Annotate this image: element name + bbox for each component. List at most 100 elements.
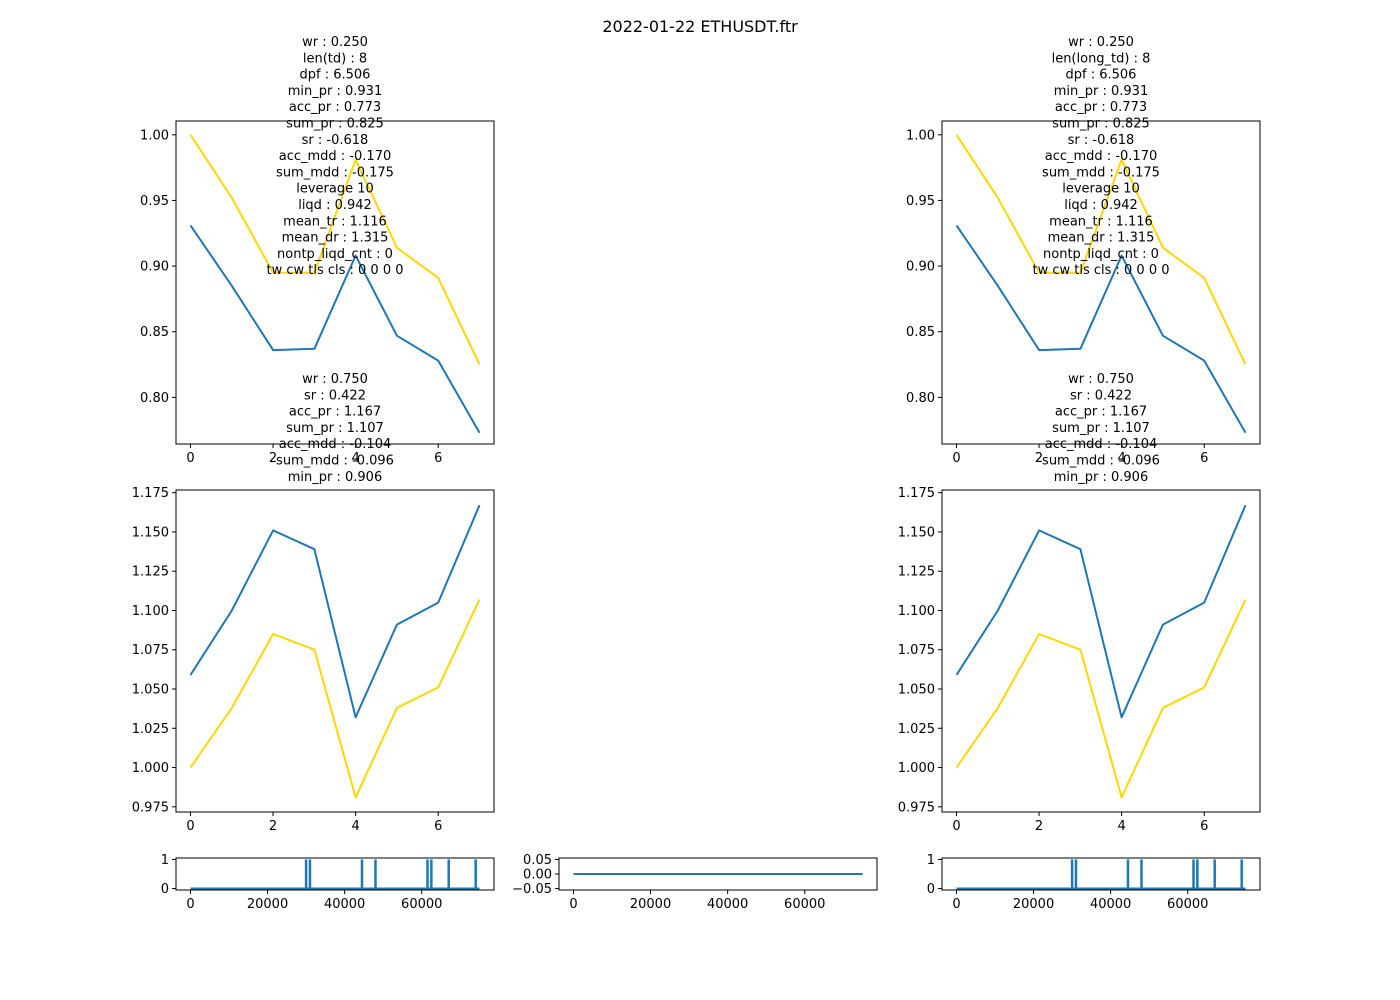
x-tick-label: 2 [1035,819,1043,834]
y-tick-label: 0.90 [906,260,935,275]
series-line-blue [189,224,481,434]
stat-annotation: wr : 0.750 [302,372,368,387]
stat-annotation: dpf : 6.506 [1066,68,1137,83]
stat-annotation: sum_pr : 1.107 [286,421,384,436]
axes-frame [175,857,495,891]
stat-annotation: wr : 0.250 [302,35,368,50]
y-tick-label: 0.90 [140,260,169,275]
stat-annotation: acc_mdd : -0.170 [279,149,391,164]
subplot-bottom-left: 0 20000 40000 60000 0 1 [161,853,495,912]
x-tick-label: 20000 [247,897,288,912]
x-tick-label: 0 [186,819,194,834]
stat-annotation: sum_mdd : -0.175 [276,165,394,180]
y-tick-label: 1.100 [132,604,169,619]
y-tick-label: 1.025 [132,722,169,737]
x-tick-label: 2 [269,819,277,834]
stat-annotation: tw cw tls cls : 0 0 0 0 [1032,263,1169,278]
y-tick-label: 0.00 [523,868,552,883]
x-tick-label: 40000 [1090,897,1131,912]
y-tick-label: 1.125 [898,565,935,580]
y-tick-label: 0.85 [140,325,169,340]
y-tick-label: 0.975 [132,800,169,815]
y-tick-label: 0.80 [906,391,935,406]
x-tick-label: 60000 [1167,897,1208,912]
series-line-blue [955,504,1247,719]
stat-annotation: acc_pr : 1.167 [1055,405,1147,420]
x-tick-label: 60000 [401,897,442,912]
y-tick-label: −0.05 [512,882,552,897]
stat-annotation: sr : -0.618 [1068,133,1135,148]
y-tick-label: 1.075 [898,643,935,658]
x-tick-label: 60000 [784,897,825,912]
series-line-gold [189,134,481,366]
stat-annotation: acc_mdd : -0.170 [1045,149,1157,164]
x-tick-label: 0 [186,451,194,466]
series-line-gold [955,134,1247,366]
stat-annotation: min_pr : 0.906 [288,470,382,485]
axes-frame [175,489,495,813]
stat-annotation: liqd : 0.942 [1064,198,1138,213]
stat-annotation: sr : 0.422 [304,388,366,403]
stat-annotation: mean_dr : 1.315 [282,231,389,246]
subplot-top-left: 0 2 4 6 0.80 0.85 0.90 0.95 1.00 wr : 0.250len(td… [140,35,495,466]
subplot-top-right: 0 2 4 6 0.80 0.85 0.90 0.95 1.00 wr : 0.250len(lo… [906,35,1261,466]
x-tick-label: 6 [434,819,442,834]
stat-annotation: min_pr : 0.906 [1054,470,1148,485]
subplot-bottom-middle: 0 20000 40000 60000 −0.050.000.05 [512,853,878,912]
stat-annotation: tw cw tls cls : 0 0 0 0 [266,263,403,278]
x-tick-label: 4 [352,451,360,466]
y-tick-label: 0.975 [898,800,935,815]
stat-annotation: mean_dr : 1.315 [1048,231,1155,246]
y-tick-label: 1.00 [140,128,169,143]
stat-annotation: mean_tr : 1.116 [283,214,387,229]
x-tick-label: 2 [1035,451,1043,466]
stat-annotation: sum_pr : 1.107 [1052,421,1150,436]
stat-annotation: wr : 0.750 [1068,372,1134,387]
y-tick-label: 1.025 [898,722,935,737]
stat-annotation: sr : 0.422 [1070,388,1132,403]
stat-annotation: leverage 10 [1062,182,1140,197]
y-tick-label: 1.100 [898,604,935,619]
y-tick-label: 1 [161,853,169,868]
y-tick-label: 0.95 [140,194,169,209]
y-tick-label: 1.050 [132,683,169,698]
y-tick-label: 0.05 [523,853,552,868]
x-tick-label: 6 [434,451,442,466]
y-tick-label: 1.00 [906,128,935,143]
stat-annotation: acc_pr : 0.773 [1055,100,1147,115]
x-tick-label: 0 [952,819,960,834]
series-line-blue [189,504,481,719]
y-tick-label: 1.050 [898,683,935,698]
series-line-gold [189,599,481,799]
stat-annotation: min_pr : 0.931 [288,84,382,99]
stat-annotation: sum_mdd : -0.096 [276,454,394,469]
stat-annotation: mean_tr : 1.116 [1049,214,1153,229]
y-tick-label: 1 [927,853,935,868]
x-tick-label: 20000 [1013,897,1054,912]
stat-annotation: sum_pr : 0.825 [286,117,384,132]
axes-frame [941,120,1261,445]
stat-annotation: nontp_liqd_cnt : 0 [1043,247,1159,262]
axes-frame [175,120,495,445]
stat-annotation: wr : 0.250 [1068,35,1134,50]
stat-annotation: acc_mdd : -0.104 [1045,437,1157,452]
stat-annotation: acc_pr : 0.773 [289,100,381,115]
y-tick-label: 0.80 [140,391,169,406]
x-tick-label: 40000 [707,897,748,912]
stat-annotation: min_pr : 0.931 [1054,84,1148,99]
stat-annotation: sum_mdd : -0.175 [1042,165,1160,180]
stat-annotation: len(td) : 8 [303,51,367,66]
series-line-gold [955,599,1247,799]
stat-annotation: sr : -0.618 [302,133,369,148]
x-tick-label: 4 [1118,451,1126,466]
stat-annotation: acc_pr : 1.167 [289,405,381,420]
subplot-mid-right: 0 2 4 6 0.975 1.000 1.025 1.050 1.075 1.100 1.125 1… [898,372,1261,834]
y-tick-label: 0.85 [906,325,935,340]
subplot-mid-left: 0 2 4 6 0.975 1.000 1.025 1.050 1.075 1.100 1.125 1… [132,372,495,834]
x-tick-label: 0 [952,451,960,466]
y-tick-label: 0 [927,882,935,897]
stat-annotation: leverage 10 [296,182,374,197]
y-tick-label: 1.125 [132,565,169,580]
x-tick-label: 20000 [630,897,671,912]
y-tick-label: 1.000 [898,761,935,776]
